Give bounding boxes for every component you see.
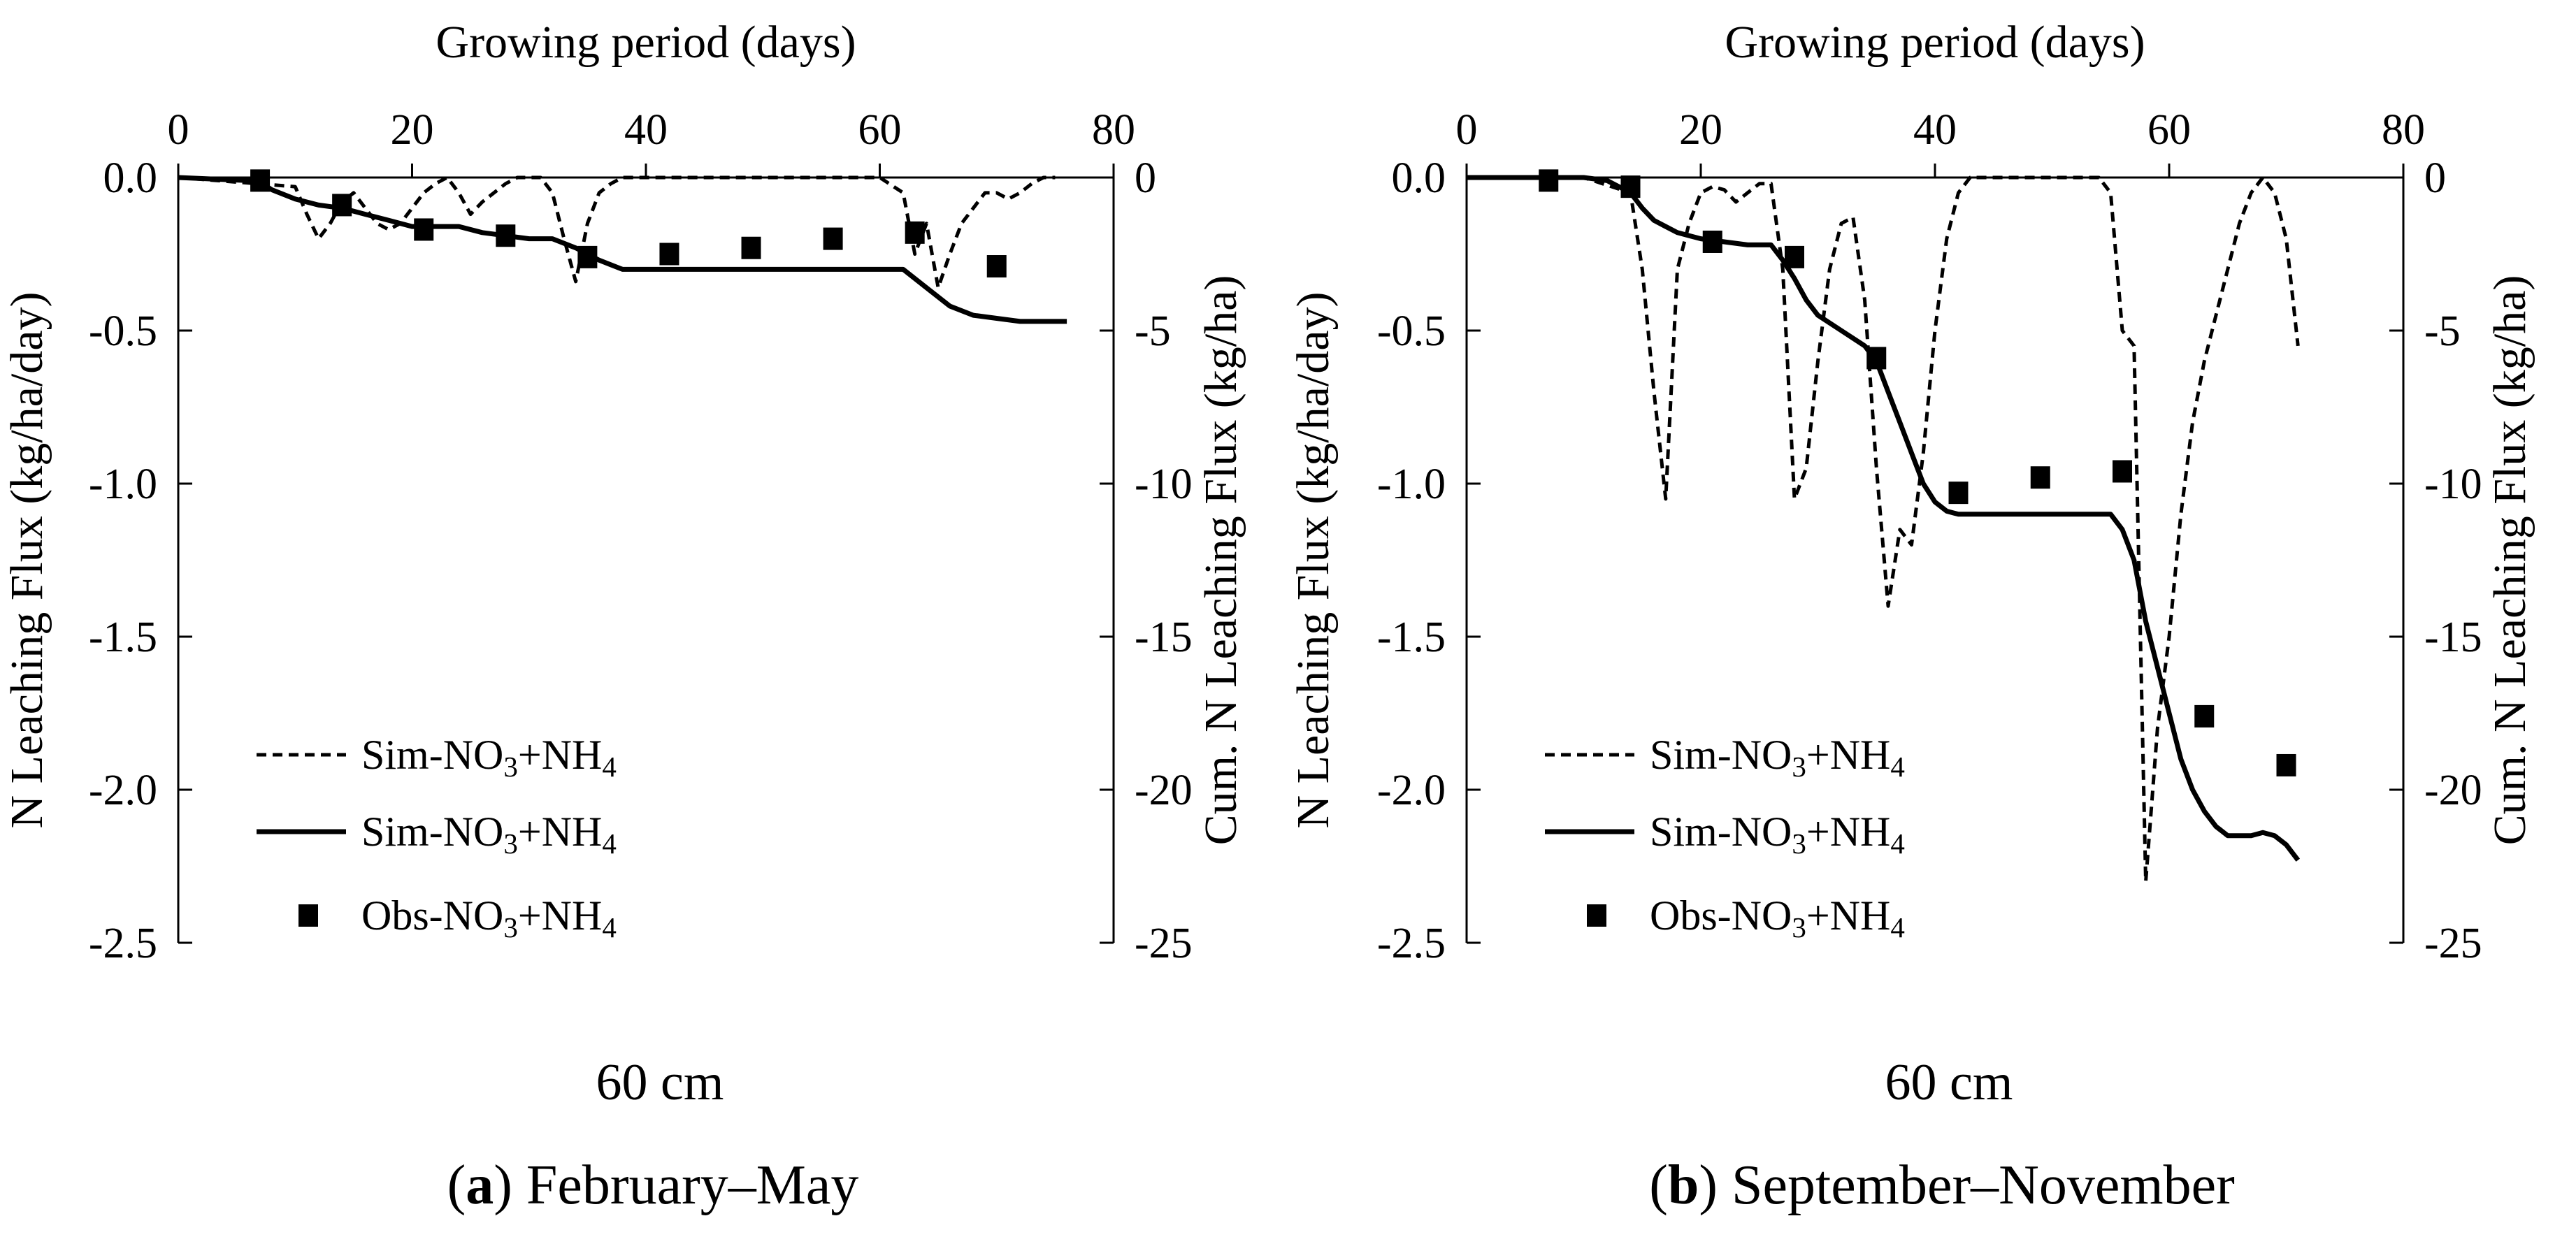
depth-label: 60 cm bbox=[596, 1054, 724, 1111]
legend-marker-swatch bbox=[298, 904, 318, 927]
x-axis-title: Growing period (days) bbox=[1725, 17, 2145, 68]
chart-panel-b: 0 20 40 60 80 Growing period (days) 0.0 -0.5 -1.… bbox=[1288, 17, 2535, 1216]
legend-entry-label: Obs-NO3+NH4 bbox=[361, 892, 617, 943]
sim-daily-flux-line bbox=[1467, 175, 2300, 883]
x-tick-label: 20 bbox=[391, 106, 434, 154]
y-right-axis-title: Cum. N Leaching Flux (kg/ha) bbox=[1195, 275, 1246, 846]
legend: Sim-NO3+NH4 Sim-NO3+NH4 Obs-NO3+NH4 bbox=[257, 732, 617, 943]
obs-point bbox=[905, 221, 925, 244]
sim-cumulative-line bbox=[1467, 175, 2301, 862]
obs-point bbox=[2030, 466, 2050, 489]
y-left-tick-label: -0.5 bbox=[89, 308, 157, 355]
obs-point bbox=[2113, 460, 2132, 483]
obs-point bbox=[577, 245, 598, 268]
y-right-tick-label: -25 bbox=[2424, 920, 2482, 967]
x-tick-label: 80 bbox=[2382, 106, 2425, 154]
y-right-axis-title: Cum. N Leaching Flux (kg/ha) bbox=[2484, 275, 2535, 846]
obs-point bbox=[823, 227, 843, 250]
y-left-tick-label: -2.0 bbox=[1377, 767, 1446, 814]
y-right-tick-label: 0 bbox=[2424, 154, 2446, 202]
y-left-tick-label: 0.0 bbox=[103, 154, 158, 202]
obs-point bbox=[986, 255, 1007, 278]
y-left-axis-title: N Leaching Flux (kg/ha/day) bbox=[1, 292, 52, 829]
legend-entry-label: Sim-NO3+NH4 bbox=[1650, 809, 1905, 860]
y-left-tick-label: -2.0 bbox=[89, 767, 157, 814]
y-right-tick-label: -10 bbox=[2424, 461, 2482, 508]
x-tick-label: 0 bbox=[168, 106, 189, 154]
obs-point bbox=[1866, 347, 1887, 370]
obs-point bbox=[2276, 753, 2296, 776]
obs-point bbox=[332, 194, 352, 217]
obs-point bbox=[1785, 245, 1804, 268]
legend-marker-swatch bbox=[1587, 904, 1606, 927]
obs-point bbox=[250, 169, 271, 192]
x-tick-label: 60 bbox=[2147, 106, 2191, 154]
legend: Sim-NO3+NH4 Sim-NO3+NH4 Obs-NO3+NH4 bbox=[1545, 732, 1905, 943]
sim-cumulative-line bbox=[178, 175, 1067, 324]
y-right-tick-label: -25 bbox=[1135, 920, 1193, 967]
legend-entry-label: Sim-NO3+NH4 bbox=[361, 809, 617, 860]
y-right-tick-label: 0 bbox=[1135, 154, 1156, 202]
x-tick-label: 20 bbox=[1679, 106, 1722, 154]
y-right-tick-label: -20 bbox=[1135, 767, 1193, 814]
legend-entry-label: Sim-NO3+NH4 bbox=[1650, 732, 1905, 783]
y-left-tick-label: 0.0 bbox=[1392, 154, 1446, 202]
x-tick-label: 0 bbox=[1456, 106, 1478, 154]
panel-caption: (b) September–November bbox=[1649, 1155, 2235, 1216]
y-left-tick-label: -2.5 bbox=[89, 920, 157, 967]
y-left-tick-label: -0.5 bbox=[1377, 308, 1446, 355]
y-left-tick-label: -1.0 bbox=[89, 461, 157, 508]
y-right-tick-label: -20 bbox=[2424, 767, 2482, 814]
y-right-tick-label: -5 bbox=[1135, 308, 1171, 355]
y-left-axis-title: N Leaching Flux (kg/ha/day) bbox=[1288, 292, 1339, 829]
obs-point bbox=[1702, 230, 1722, 253]
x-axis-title: Growing period (days) bbox=[436, 17, 856, 68]
y-left-tick-label: -1.0 bbox=[1377, 461, 1446, 508]
obs-point bbox=[1539, 169, 1559, 192]
y-right-tick-label: -10 bbox=[1135, 461, 1193, 508]
obs-point bbox=[496, 224, 516, 247]
obs-point bbox=[1948, 482, 1969, 505]
obs-point bbox=[659, 243, 679, 266]
obs-point bbox=[414, 218, 434, 241]
chart-panel-a: 0 20 40 60 80 Growing period (days) 0.0 -0.5 -1.… bbox=[1, 17, 1246, 1216]
y-left-tick-label: -1.5 bbox=[89, 614, 157, 661]
legend-entry-label: Sim-NO3+NH4 bbox=[361, 732, 617, 783]
y-right-tick-label: -15 bbox=[1135, 614, 1193, 661]
obs-point bbox=[1620, 175, 1641, 198]
y-left-tick-label: -2.5 bbox=[1377, 920, 1446, 967]
legend-entry-label: Obs-NO3+NH4 bbox=[1650, 892, 1905, 943]
y-right-tick-label: -5 bbox=[2424, 308, 2461, 355]
x-tick-label: 80 bbox=[1092, 106, 1135, 154]
x-tick-label: 60 bbox=[858, 106, 902, 154]
panel-caption: (a) February–May bbox=[447, 1155, 859, 1216]
y-right-tick-label: -15 bbox=[2424, 614, 2482, 661]
depth-label: 60 cm bbox=[1885, 1054, 2013, 1111]
obs-point bbox=[2194, 704, 2215, 728]
y-left-tick-label: -1.5 bbox=[1377, 614, 1446, 661]
obs-point bbox=[741, 236, 761, 259]
x-tick-label: 40 bbox=[624, 106, 668, 154]
x-tick-label: 40 bbox=[1913, 106, 1957, 154]
